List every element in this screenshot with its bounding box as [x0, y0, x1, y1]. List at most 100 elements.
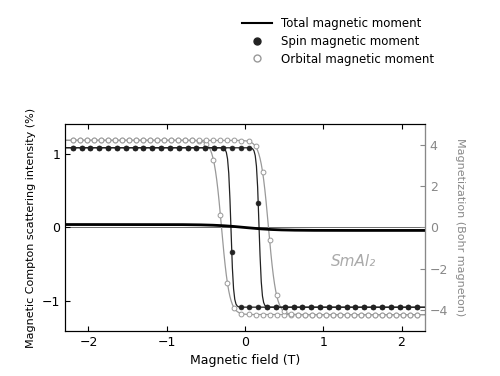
Point — [298, 304, 306, 310]
Point — [139, 137, 147, 143]
Point — [196, 137, 203, 143]
Point — [160, 137, 168, 143]
Point — [86, 145, 94, 151]
Point — [148, 145, 156, 151]
Point — [175, 145, 183, 151]
Point — [308, 312, 316, 318]
Point — [298, 304, 306, 310]
Point — [252, 312, 260, 318]
Point — [385, 312, 393, 318]
Point — [216, 137, 224, 143]
Point — [69, 137, 77, 143]
Point — [343, 312, 351, 318]
Point — [130, 145, 138, 151]
Point — [404, 304, 412, 310]
Point — [300, 312, 308, 318]
Point — [399, 312, 407, 318]
Point — [104, 145, 112, 151]
Point — [308, 312, 316, 318]
Point — [202, 137, 210, 143]
Point — [160, 137, 168, 143]
Point — [96, 145, 104, 151]
Point — [111, 137, 119, 143]
Point — [290, 304, 298, 310]
Point — [371, 312, 379, 318]
Point — [252, 144, 260, 150]
Point — [392, 312, 400, 318]
Point — [90, 137, 98, 143]
Point — [236, 145, 244, 151]
Point — [224, 280, 232, 286]
Point — [378, 304, 386, 310]
Point — [385, 312, 393, 318]
Point — [413, 312, 421, 318]
Point — [202, 145, 209, 151]
Point — [238, 138, 246, 144]
Point — [336, 312, 344, 318]
Point — [369, 304, 377, 310]
Point — [413, 304, 421, 310]
Point — [392, 312, 400, 318]
Point — [396, 304, 404, 310]
Point — [153, 137, 161, 143]
Point — [219, 145, 227, 151]
Point — [157, 145, 165, 151]
Point — [236, 304, 244, 310]
Point — [246, 145, 254, 151]
Point — [184, 145, 192, 151]
Point — [216, 212, 224, 218]
Point — [78, 145, 86, 151]
Point — [378, 304, 386, 310]
Point — [182, 137, 190, 143]
Point — [280, 304, 288, 310]
Point — [342, 304, 350, 310]
Point — [139, 137, 147, 143]
Point — [322, 312, 330, 318]
Point — [132, 137, 140, 143]
Point — [294, 312, 302, 318]
Point — [350, 312, 358, 318]
Point — [69, 145, 77, 151]
Point — [166, 145, 174, 151]
Point — [316, 304, 324, 310]
Point — [104, 137, 112, 143]
Point — [182, 137, 190, 143]
Point — [210, 137, 218, 143]
Point — [219, 145, 227, 151]
Point — [244, 311, 252, 317]
Y-axis label: Magnetic Compton scattering intensity (%): Magnetic Compton scattering intensity (%… — [26, 108, 36, 347]
Point — [97, 137, 105, 143]
Point — [386, 304, 394, 310]
Point — [352, 304, 360, 310]
Point — [174, 137, 182, 143]
Point — [184, 145, 192, 151]
Point — [83, 137, 91, 143]
Point — [96, 145, 104, 151]
Point — [224, 137, 232, 143]
Point — [280, 312, 287, 318]
Point — [272, 312, 280, 318]
Point — [153, 137, 161, 143]
Point — [113, 145, 121, 151]
Point — [272, 304, 280, 310]
Point — [364, 312, 372, 318]
Point — [290, 304, 298, 310]
Point — [166, 145, 174, 151]
Point — [334, 304, 342, 310]
Point — [413, 304, 421, 310]
Point — [148, 145, 156, 151]
Point — [329, 312, 337, 318]
Point — [244, 138, 252, 144]
Point — [254, 304, 262, 310]
Point — [118, 137, 126, 143]
Point — [132, 137, 140, 143]
Point — [76, 137, 84, 143]
Point — [104, 137, 112, 143]
Point — [86, 145, 94, 151]
Point — [371, 312, 379, 318]
Point — [228, 145, 236, 151]
Point — [258, 169, 266, 175]
Point — [286, 311, 294, 317]
Point — [210, 157, 218, 163]
X-axis label: Magnetic field (T): Magnetic field (T) — [190, 354, 300, 367]
